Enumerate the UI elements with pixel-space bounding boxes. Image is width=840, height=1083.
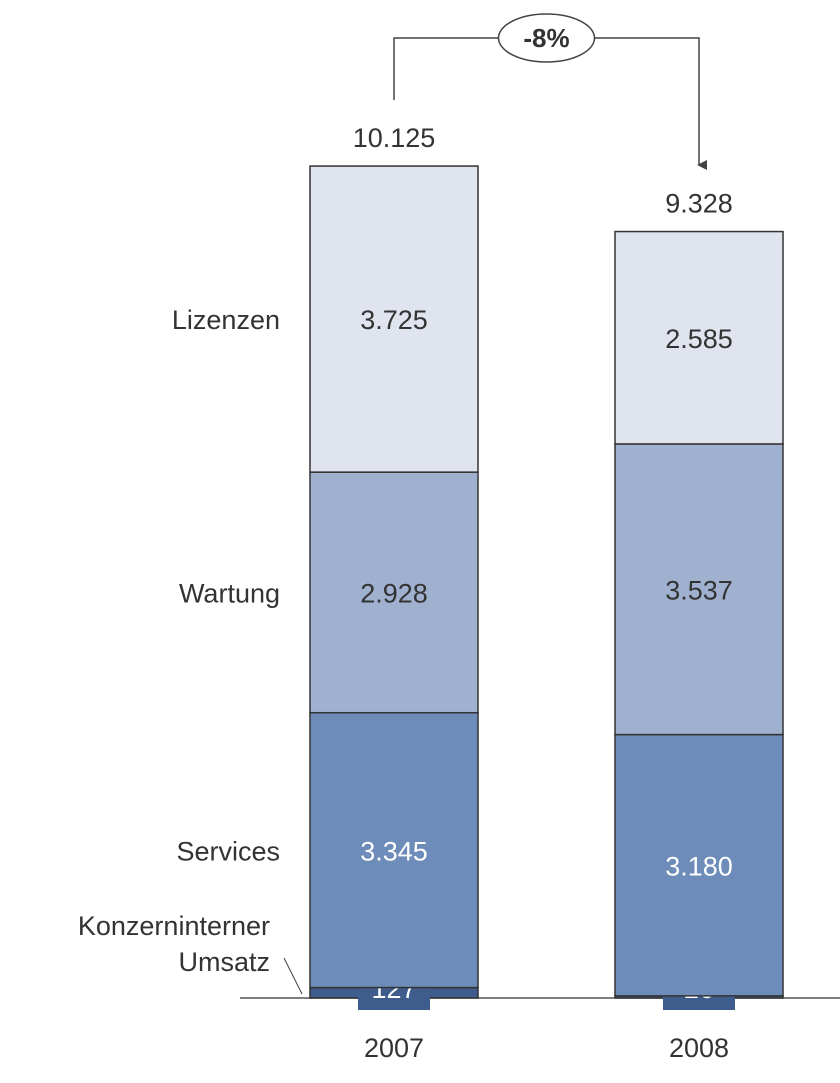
value-label: 2.928 — [360, 579, 428, 609]
change-label: -8% — [523, 23, 569, 53]
value-label: 3.345 — [360, 836, 428, 866]
bar-segment — [614, 443, 784, 736]
value-label: 3.537 — [665, 575, 733, 605]
series-label: Konzerninterner Umsatz — [77, 911, 270, 977]
bar-segment — [309, 471, 479, 714]
total-label: 10.125 — [353, 123, 436, 153]
value-label: 2.585 — [665, 324, 733, 354]
value-label: 3.180 — [665, 851, 733, 881]
change-bubble — [497, 13, 596, 63]
total-label: 9.328 — [665, 189, 733, 219]
series-label: Lizenzen — [172, 305, 280, 335]
bar-segment — [614, 733, 784, 997]
series-label: Wartung — [179, 579, 280, 609]
series-label: Services — [176, 836, 280, 866]
x-tick-label: 2008 — [669, 1033, 729, 1063]
bar-segment — [309, 165, 479, 473]
bar-segment — [614, 230, 784, 445]
value-label: 3.725 — [360, 305, 428, 335]
leader-line — [283, 957, 303, 995]
series-label-box: Konzerninterner Umsatz — [77, 911, 270, 977]
x-tick-label: 2007 — [364, 1033, 424, 1063]
